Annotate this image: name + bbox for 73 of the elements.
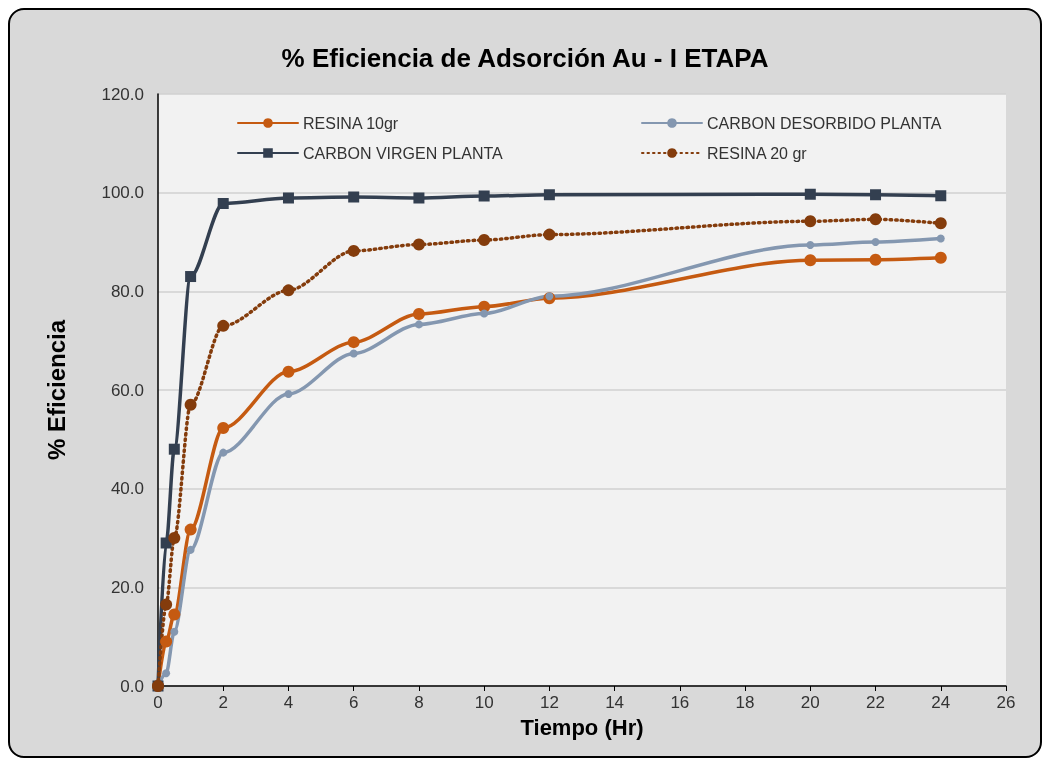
- point: [184, 523, 197, 536]
- point: [282, 192, 294, 204]
- point: [284, 389, 293, 398]
- point: [160, 635, 173, 648]
- point: [869, 253, 882, 266]
- chart-title: % Eficiencia de Adsorción Au - I ETAPA: [281, 43, 769, 73]
- point: [168, 532, 181, 544]
- point: [282, 284, 295, 297]
- point: [934, 217, 947, 230]
- point: [478, 190, 490, 202]
- point: [349, 349, 358, 358]
- point: [168, 443, 180, 455]
- x-tick-label: 0: [153, 693, 163, 712]
- point: [543, 189, 555, 201]
- x-tick-label: 20: [800, 693, 820, 712]
- point: [186, 545, 195, 554]
- x-axis-title: Tiempo (Hr): [520, 714, 644, 740]
- x-tick-label: 24: [931, 693, 951, 712]
- y-tick-label: 40.0: [110, 479, 144, 499]
- x-tick-label: 12: [539, 693, 559, 712]
- legend-label: RESINA 20 gr: [707, 144, 808, 162]
- point: [935, 190, 947, 202]
- y-tick-label: 60.0: [110, 380, 144, 400]
- y-tick-label: 80.0: [110, 281, 144, 301]
- point: [162, 669, 171, 678]
- x-tick-label: 8: [414, 693, 424, 712]
- point: [217, 421, 230, 434]
- point: [168, 608, 181, 621]
- x-tick-label: 2: [218, 693, 228, 712]
- point: [412, 238, 425, 251]
- y-tick-label: 20.0: [110, 577, 144, 597]
- point: [869, 213, 882, 226]
- point: [804, 188, 816, 200]
- point: [804, 215, 817, 228]
- legend-label: RESINA 10gr: [303, 114, 399, 132]
- x-tick-label: 10: [474, 693, 494, 712]
- point: [545, 292, 554, 301]
- point: [936, 234, 945, 243]
- x-tick-label: 18: [735, 693, 755, 712]
- point: [806, 240, 815, 249]
- x-tick-label: 26: [996, 693, 1016, 712]
- point: [217, 198, 229, 210]
- point: [871, 238, 880, 246]
- legend-label: CARBON VIRGEN PLANTA: [303, 144, 504, 162]
- y-axis-title: % Eficiencia: [42, 319, 70, 461]
- point: [170, 627, 179, 636]
- point: [478, 234, 491, 247]
- point: [185, 271, 197, 283]
- x-tick-label: 4: [283, 693, 294, 712]
- point: [412, 308, 425, 321]
- point: [347, 244, 360, 257]
- point: [414, 320, 423, 329]
- x-tick-label: 6: [348, 693, 359, 712]
- point: [413, 192, 425, 204]
- point: [348, 191, 360, 203]
- x-tick-label: 14: [605, 693, 625, 712]
- point: [184, 398, 197, 411]
- y-tick-label: 100.0: [101, 183, 144, 203]
- x-tick-label: 16: [670, 693, 690, 712]
- point: [870, 189, 882, 201]
- point: [480, 309, 489, 318]
- point: [347, 336, 360, 349]
- y-tick-label: 0.0: [120, 676, 144, 696]
- y-tick-label: 120.0: [101, 84, 144, 104]
- legend-label: CARBON DESORBIDO PLANTA: [707, 114, 942, 132]
- point: [217, 319, 230, 332]
- x-tick-label: 22: [866, 693, 885, 712]
- point: [543, 228, 556, 241]
- point: [804, 254, 817, 267]
- point: [282, 365, 295, 378]
- point: [160, 598, 173, 611]
- point: [219, 448, 228, 457]
- point: [934, 251, 947, 264]
